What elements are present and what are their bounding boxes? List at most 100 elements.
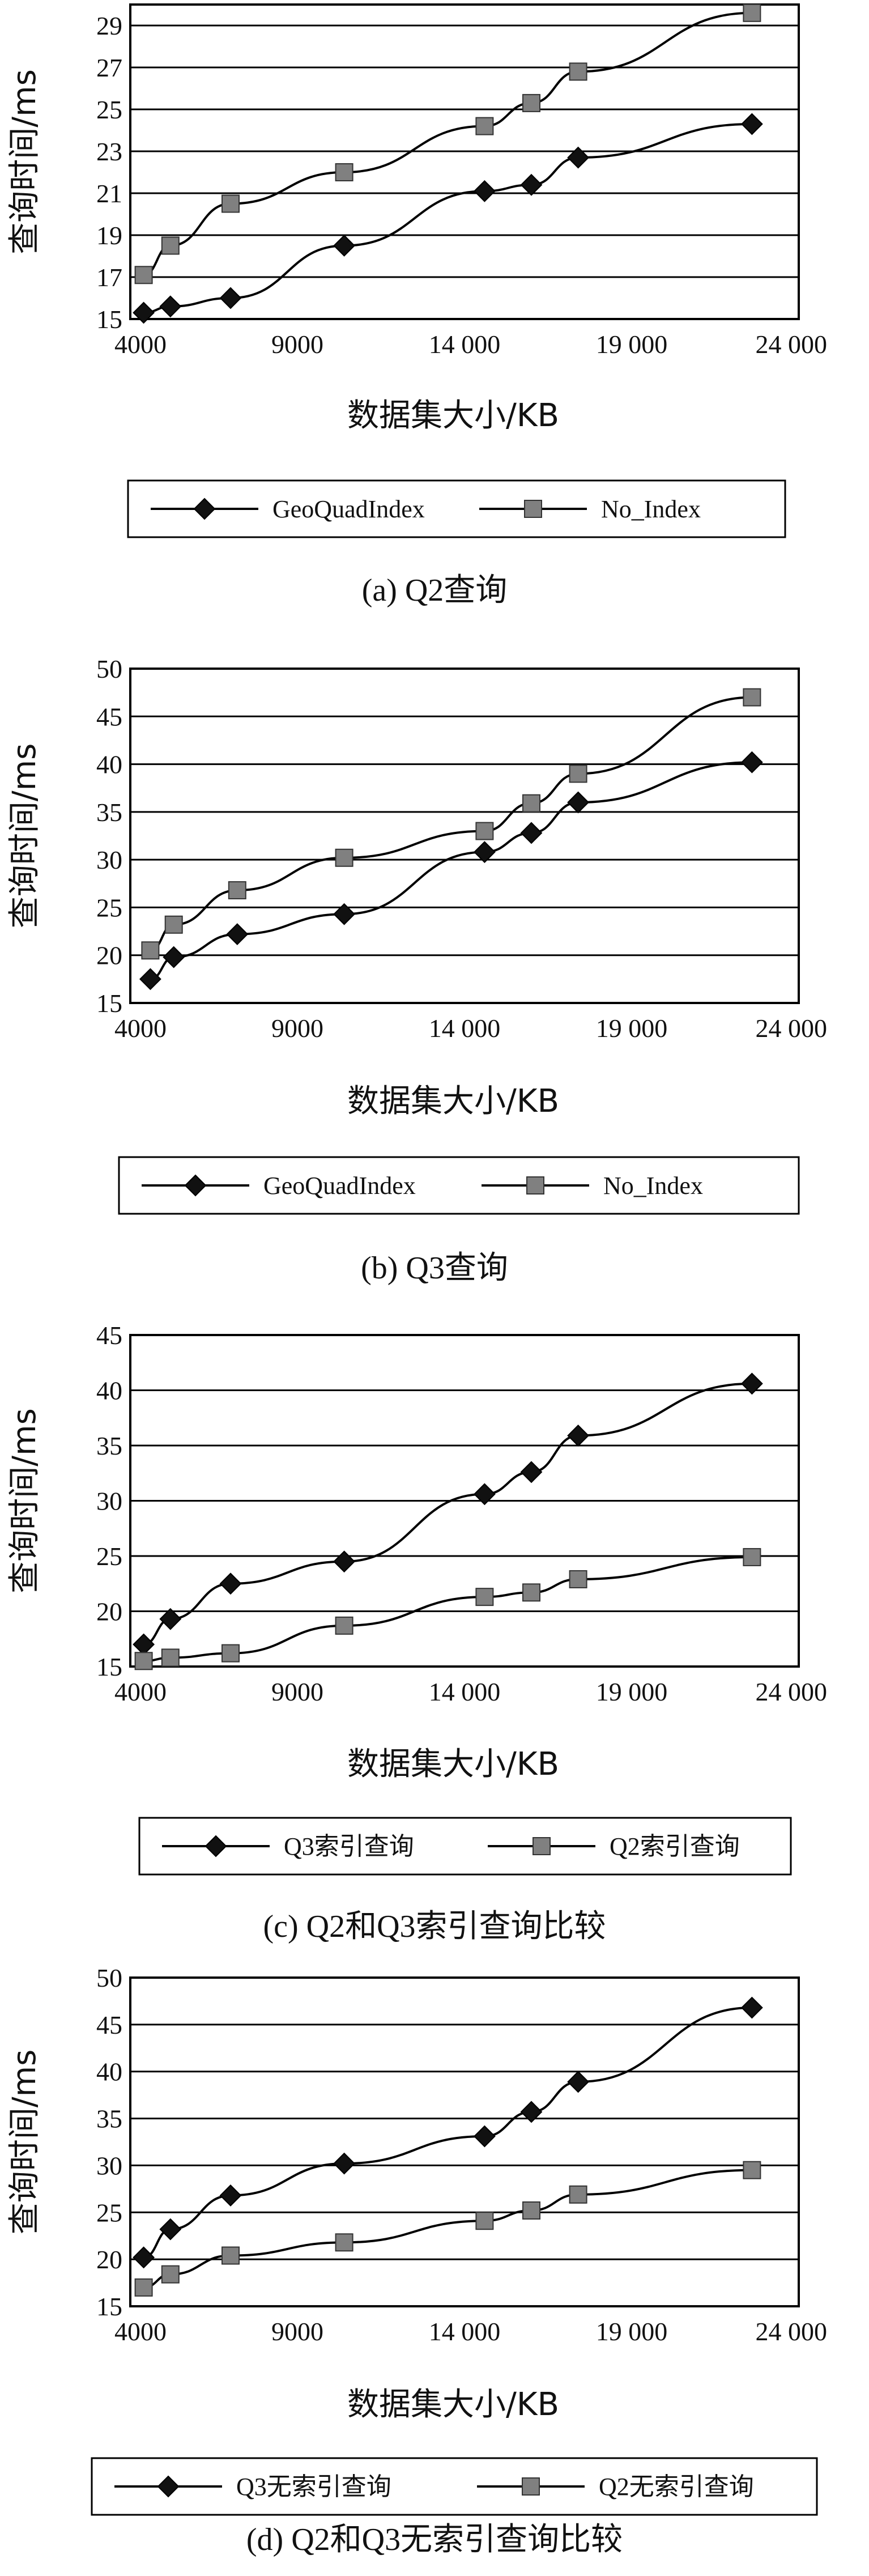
data-point-diamond — [740, 113, 763, 135]
data-point-square — [743, 2161, 761, 2179]
data-point-diamond — [520, 822, 543, 844]
x-tick-label: 14 000 — [429, 330, 501, 359]
y-tick-label: 15 — [96, 2292, 122, 2321]
legend: GeoQuadIndex No_Index — [118, 1156, 800, 1215]
x-axis-title: 数据集大小/KB — [347, 2386, 559, 2423]
plot-frame — [129, 3, 800, 320]
data-point-square — [221, 194, 240, 213]
data-point-square — [161, 1648, 180, 1667]
legend-label: Q3索引查询 — [284, 1833, 414, 1860]
y-tick-label: 50 — [96, 1963, 122, 1992]
data-point-square — [221, 2246, 240, 2265]
series-line-1 — [150, 761, 752, 980]
legend: Q3索引查询 Q2索引查询 — [138, 1817, 792, 1876]
y-tick-label: 15 — [96, 1652, 122, 1681]
data-point-diamond — [159, 1608, 182, 1630]
y-tick-label: 30 — [96, 2151, 122, 2180]
chart-caption: (a) Q2查询 — [362, 573, 508, 608]
data-point-diamond — [473, 180, 496, 202]
legend-marker-diamond — [184, 1174, 207, 1197]
data-point-diamond — [520, 1461, 543, 1483]
data-point-square — [475, 117, 494, 135]
data-point-square — [164, 915, 183, 934]
data-point-diamond — [333, 2152, 356, 2175]
legend: GeoQuadIndex No_Index — [127, 479, 786, 538]
legend-marker-diamond — [157, 2475, 180, 2498]
legend-label: GeoQuadIndex — [272, 495, 425, 523]
y-tick-label: 40 — [96, 2058, 122, 2086]
x-tick-label: 24 000 — [756, 1677, 828, 1706]
y-tick-label: 27 — [96, 53, 122, 82]
legend-box — [91, 2457, 818, 2516]
data-point-square — [134, 2278, 153, 2297]
data-point-diamond — [226, 923, 249, 946]
y-axis-title: 查询时间/ms — [6, 69, 43, 254]
y-tick-label: 15 — [96, 989, 122, 1018]
data-point-square — [228, 881, 246, 900]
y-tick-label: 25 — [96, 1542, 122, 1571]
x-tick-label: 14 000 — [429, 1014, 501, 1043]
data-point-square — [141, 941, 160, 960]
data-point-diamond — [473, 841, 496, 864]
x-tick-label: 24 000 — [756, 1014, 828, 1043]
series-line-1 — [143, 2007, 752, 2259]
data-point-diamond — [520, 173, 543, 196]
legend-marker-diamond — [205, 1835, 227, 1857]
plot-frame — [129, 668, 800, 1004]
x-tick-label: 4000 — [114, 1677, 167, 1706]
data-point-diamond — [333, 903, 356, 925]
y-axis-title: 查询时间/ms — [6, 2050, 43, 2235]
legend-label: No_Index — [601, 495, 701, 523]
y-tick-label: 45 — [96, 1321, 122, 1350]
data-point-diamond — [740, 1372, 763, 1395]
data-point-square — [522, 93, 540, 112]
y-tick-label: 40 — [96, 750, 122, 779]
x-tick-label: 14 000 — [429, 1677, 501, 1706]
series-line-2 — [143, 11, 752, 277]
data-point-diamond — [567, 791, 590, 814]
chart-panel-2: 15 20 25 30 35 40 45 50 4000 9000 14 000 19 000 24 0… — [6, 654, 827, 1286]
x-axis-title: 数据集大小/KB — [347, 1083, 559, 1120]
data-point-square — [569, 62, 587, 81]
y-tick-label: 20 — [96, 941, 122, 970]
chart-panel-4: 15 20 25 30 35 40 45 50 4000 9000 14 000 19 000 24 0… — [6, 1963, 827, 2557]
x-axis-title: 数据集大小/KB — [347, 1746, 559, 1783]
x-tick-label: 9000 — [271, 2317, 323, 2346]
data-point-diamond — [133, 301, 155, 324]
y-tick-label: 20 — [96, 1597, 122, 1626]
x-tick-label: 4000 — [114, 1014, 167, 1043]
data-point-square — [569, 764, 587, 783]
data-point-square — [522, 1583, 540, 1602]
series-line-2 — [143, 1555, 752, 1663]
data-point-square — [569, 1570, 587, 1588]
chart-caption: (b) Q3查询 — [361, 1251, 508, 1286]
data-point-diamond — [473, 2125, 496, 2148]
data-point-diamond — [139, 968, 161, 991]
plot-frame — [129, 1976, 800, 2307]
y-tick-label: 25 — [96, 95, 122, 124]
chart-caption: (d) Q2和Q3无索引查询比较 — [246, 2522, 623, 2557]
x-tick-label: 24 000 — [756, 330, 828, 359]
data-point-diamond — [163, 946, 185, 968]
y-tick-label: 17 — [96, 263, 122, 292]
y-axis-title: 查询时间/ms — [6, 743, 43, 929]
y-tick-label: 35 — [96, 798, 122, 827]
y-tick-label: 20 — [96, 2245, 122, 2274]
data-point-diamond — [333, 1550, 356, 1573]
data-point-diamond — [567, 2071, 590, 2093]
x-tick-label: 19 000 — [596, 330, 668, 359]
data-point-square — [475, 822, 494, 840]
data-point-diamond — [333, 235, 356, 257]
x-tick-label: 19 000 — [596, 2317, 668, 2346]
series-line-1 — [143, 122, 752, 314]
data-point-square — [335, 1616, 353, 1635]
data-point-diamond — [159, 295, 182, 318]
series-line-2 — [143, 2169, 752, 2289]
legend: Q3无索引查询 Q2无索引查询 — [91, 2457, 818, 2516]
legend-marker-square — [524, 500, 542, 518]
data-point-diamond — [567, 146, 590, 169]
data-point-diamond — [159, 2218, 182, 2241]
x-tick-label: 14 000 — [429, 2317, 501, 2346]
data-point-diamond — [740, 751, 763, 773]
